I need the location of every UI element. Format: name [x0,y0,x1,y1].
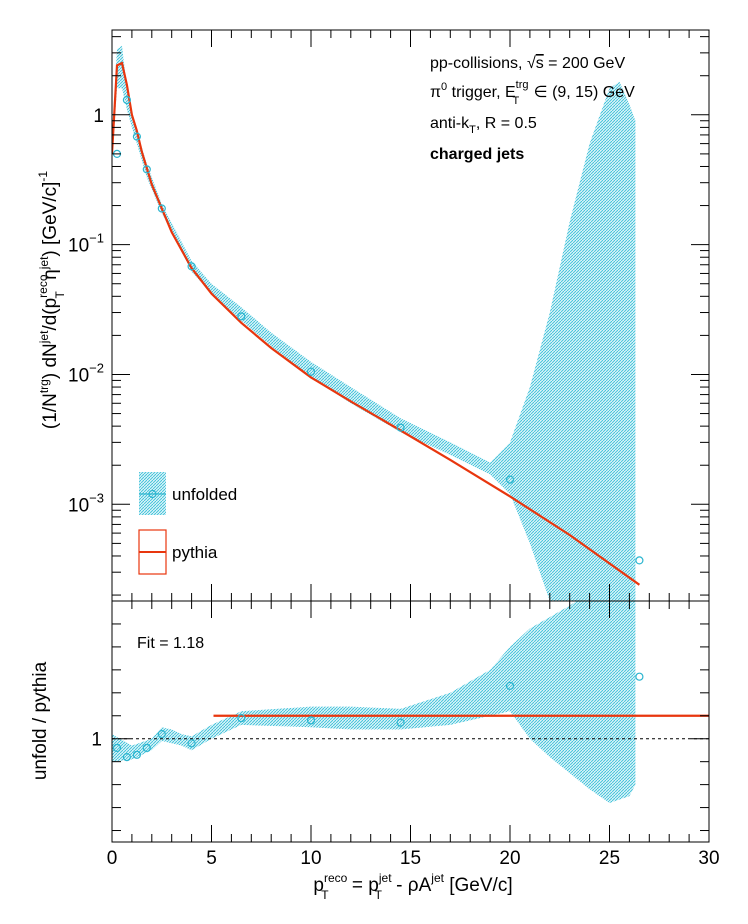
legend: unfolded pythia [138,472,237,575]
x-tick-label: 20 [499,848,520,869]
ratio-band-area [112,601,636,803]
ratio-point [187,739,196,748]
unfolded-point [237,312,246,321]
ratio-point [157,729,166,739]
x-tick-labels: 0 5 10 15 20 25 30 [107,848,720,869]
unfolded-point [122,95,132,105]
x-tick-label: 30 [698,848,719,869]
annotation-jets: charged jets [430,146,524,163]
pythia-line [112,61,641,586]
legend-entry-pythia: pythia [138,529,218,575]
annotation-collisions: pp-collisions, √s = 200 GeV [430,55,625,72]
annotation-trigger: π0 trigger, Etrg T ∈ (9, 15) GeV [430,79,635,107]
bottom-y-tick-label: 1 [91,730,102,751]
x-tick-label: 0 [107,848,118,869]
x-tick-label: 5 [206,848,217,869]
annotation-algorithm: anti-kT, R = 0.5 [430,115,537,136]
annotation-block: pp-collisions, √s = 200 GeV π0 trigger, … [430,55,635,163]
bottom-y-tick-labels: 1 [91,730,102,751]
unfolded-point [132,132,141,141]
x-tick-label: 25 [599,848,620,869]
x-tick-label: 15 [400,848,421,869]
top-panel: 10−3 10−2 10−1 1 (1/Ntrg) dNjet/d(preco T ηj… [36,29,710,602]
top-y-tick-label: 10−2 [68,360,104,386]
ratio-point [132,750,141,759]
ratio-point [306,716,316,725]
unfolded-point [635,556,644,565]
top-y-tick-label: 10−1 [68,231,104,257]
ratio-uncertainty-band [112,601,636,803]
unfolded-point [157,204,166,213]
unfolded-point [505,475,515,484]
top-y-tick-label: 10−3 [68,490,104,516]
top-y-axis-label: (1/Ntrg) dNjet/d(preco T ηjet) [GeV/c]-1 [36,171,67,429]
unfolded-point [396,423,405,432]
top-series [112,61,644,586]
x-tick-label: 10 [300,848,321,869]
top-y-tick-labels: 10−3 10−2 10−1 1 [68,106,104,517]
x-axis-label: preco T = pjet T - ρAjet [GeV/c] [313,871,512,902]
ratio-point [112,743,122,753]
bottom-y-axis-label: unfold / pythia [30,661,51,780]
ratio-point [635,672,644,681]
unfolded-uncertainty-band [112,45,636,601]
top-y-tick-label: 1 [93,106,104,127]
unfolded-band-area [112,45,636,601]
bottom-frame [111,600,710,843]
bottom-axis-ticks [111,600,710,842]
ratio-point [505,681,515,691]
fit-label: Fit = 1.18 [137,635,204,652]
ratio-point [396,718,405,727]
bottom-series [112,672,709,762]
legend-entry-unfolded: unfolded [139,472,237,515]
unfolded-point [142,165,151,174]
ratio-point [142,743,151,753]
bottom-panel: 0 5 10 15 20 25 30 1 Fit = 1.18 unfold / pythi… [30,600,720,902]
unfolded-point [306,367,316,376]
ratio-point [237,713,246,723]
ratio-point [122,752,132,762]
legend-pythia-label: pythia [172,543,218,562]
unfolded-point [187,262,196,271]
legend-unfolded-label: unfolded [172,485,237,504]
